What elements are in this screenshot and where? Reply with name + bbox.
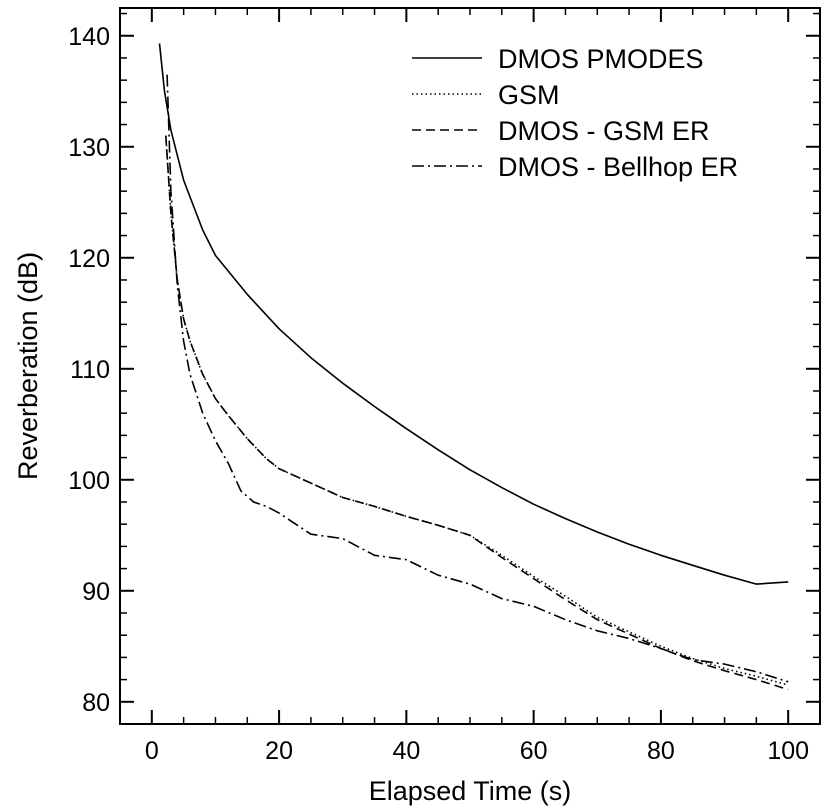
x-axis-title: Elapsed Time (s) <box>369 776 572 806</box>
y-tick-label: 120 <box>68 245 110 273</box>
x-tick-label: 20 <box>265 737 293 765</box>
plot-frame <box>119 7 821 725</box>
x-tick-label: 0 <box>145 737 159 765</box>
series-line-2 <box>165 135 789 691</box>
y-tick-label: 100 <box>68 467 110 495</box>
x-tick-label: 60 <box>520 737 548 765</box>
x-tick-label: 80 <box>647 737 675 765</box>
y-axis-title: Reverberation (dB) <box>13 252 43 480</box>
series-layer <box>158 43 789 691</box>
y-tick-label: 110 <box>70 356 110 384</box>
x-tick-label: 40 <box>392 737 420 765</box>
y-tick-label: 90 <box>82 578 110 606</box>
series-line-1 <box>165 135 789 686</box>
legend: DMOS PMODES GSM DMOS - GSM ER DMOS - Bellho… <box>412 44 738 182</box>
legend-label-1: GSM <box>498 80 560 110</box>
y-tick-label: 140 <box>68 23 110 51</box>
x-tick-label: 100 <box>767 737 809 765</box>
legend-label-0: DMOS PMODES <box>498 44 704 74</box>
legend-label-3: DMOS - Bellhop ER <box>498 152 738 182</box>
series-line-0 <box>158 43 789 585</box>
legend-label-2: DMOS - GSM ER <box>498 116 710 146</box>
axis-ticks: 0 20 40 60 80 100 80 90 100 110 120 130 140 <box>68 8 820 765</box>
series-line-3 <box>166 74 789 683</box>
y-tick-label: 130 <box>68 134 110 162</box>
y-tick-label: 80 <box>82 689 110 717</box>
